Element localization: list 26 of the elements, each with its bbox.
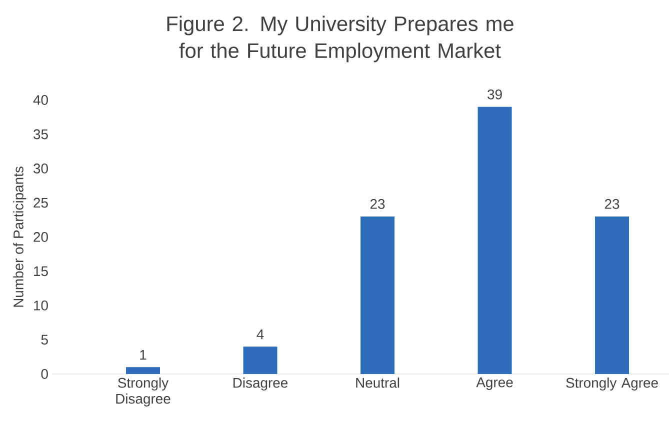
bar xyxy=(360,216,395,374)
data-label: 39 xyxy=(488,89,502,100)
data-label: 4 xyxy=(256,329,264,340)
bar xyxy=(478,106,512,374)
data-label: 23 xyxy=(370,199,385,209)
data-label: 1 xyxy=(140,350,146,360)
x-tick-label: Strongly Disagree xyxy=(116,378,170,406)
y-axis-title: Number of Participants xyxy=(13,166,26,307)
y-tick-label: 5 xyxy=(41,334,48,345)
chart-title: Figure 2. My University Prepares me for the Future Employment Market xyxy=(167,16,514,62)
y-tick-label: 10 xyxy=(34,300,48,310)
y-tick-label: 40 xyxy=(33,95,48,105)
bar xyxy=(126,367,160,374)
x-tick-label: Agree xyxy=(476,378,513,390)
x-tick-label: Strongly Agree xyxy=(566,378,658,391)
y-tick-label: 20 xyxy=(34,232,48,242)
bar xyxy=(595,216,630,374)
x-tick-label: Disagree xyxy=(233,378,288,391)
y-tick-label: 25 xyxy=(34,198,48,208)
y-tick-label: 15 xyxy=(34,266,48,276)
x-tick-label: Neutral xyxy=(356,378,400,388)
y-tick-label: 35 xyxy=(33,129,48,140)
data-label: 23 xyxy=(604,199,620,209)
y-tick-label: 30 xyxy=(33,164,48,174)
bar xyxy=(243,346,278,374)
y-tick-label: 0 xyxy=(41,369,48,379)
